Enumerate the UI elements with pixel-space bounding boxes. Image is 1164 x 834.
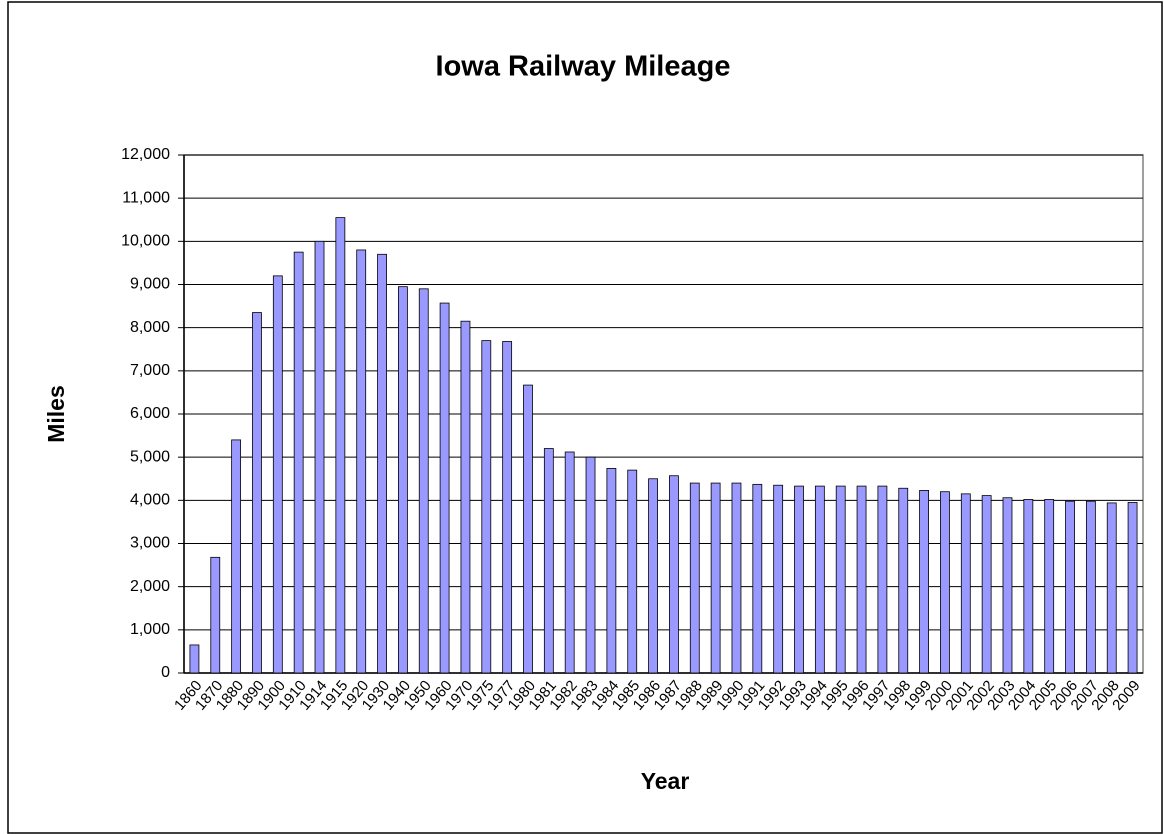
bar xyxy=(794,485,804,674)
bar xyxy=(252,312,262,674)
bar xyxy=(210,556,221,674)
bar xyxy=(814,485,825,674)
bar xyxy=(835,485,846,674)
bar xyxy=(335,217,346,674)
bar xyxy=(439,302,450,674)
bar xyxy=(627,469,638,674)
y-tick-label: 0 xyxy=(161,664,170,681)
bar xyxy=(669,475,679,674)
bar xyxy=(356,249,367,674)
bar xyxy=(773,484,784,674)
bar xyxy=(606,467,617,674)
bar xyxy=(231,439,242,674)
bar xyxy=(689,482,700,674)
y-tick-label: 12,000 xyxy=(121,146,170,163)
y-tick-label: 10,000 xyxy=(121,233,170,250)
bar xyxy=(731,482,742,674)
y-tick-label: 9,000 xyxy=(130,276,170,293)
bar xyxy=(648,478,658,674)
y-tick-label: 5,000 xyxy=(130,448,170,465)
bar xyxy=(481,340,492,674)
bar xyxy=(1002,497,1013,674)
y-tick-label: 4,000 xyxy=(130,492,170,509)
bar xyxy=(1127,502,1138,674)
bar xyxy=(919,490,929,674)
bar xyxy=(1065,500,1075,674)
bar xyxy=(1044,499,1055,674)
bar xyxy=(1085,500,1096,674)
bar xyxy=(710,482,721,674)
bar xyxy=(960,493,971,674)
bar xyxy=(272,275,283,674)
y-tick-label: 2,000 xyxy=(130,578,170,595)
bar xyxy=(981,495,992,674)
bar xyxy=(314,240,325,674)
y-tick-label: 11,000 xyxy=(122,189,170,206)
y-tick-label: 1,000 xyxy=(130,621,170,638)
bar xyxy=(418,288,429,674)
bar xyxy=(564,451,575,674)
bar xyxy=(585,456,596,674)
y-axis-title: Miles xyxy=(43,385,69,443)
bar xyxy=(877,485,888,674)
y-tick-label: 3,000 xyxy=(130,535,170,552)
bar xyxy=(856,485,867,674)
bar xyxy=(898,487,909,674)
bar xyxy=(460,320,471,674)
chart-title: Iowa Railway Mileage xyxy=(436,51,731,83)
y-tick-label: 8,000 xyxy=(130,319,170,336)
bar xyxy=(543,448,554,674)
bar xyxy=(940,491,950,674)
bar xyxy=(502,341,513,674)
bar xyxy=(293,251,304,674)
x-axis-title: Year xyxy=(641,768,690,794)
bar xyxy=(189,644,200,674)
bar xyxy=(377,253,387,674)
y-tick-label: 7,000 xyxy=(130,362,170,379)
y-tick-label: 6,000 xyxy=(130,405,170,422)
bar xyxy=(523,384,533,674)
bar xyxy=(1023,499,1034,674)
bar xyxy=(1106,502,1117,674)
bar xyxy=(752,483,763,674)
bar xyxy=(398,286,408,674)
